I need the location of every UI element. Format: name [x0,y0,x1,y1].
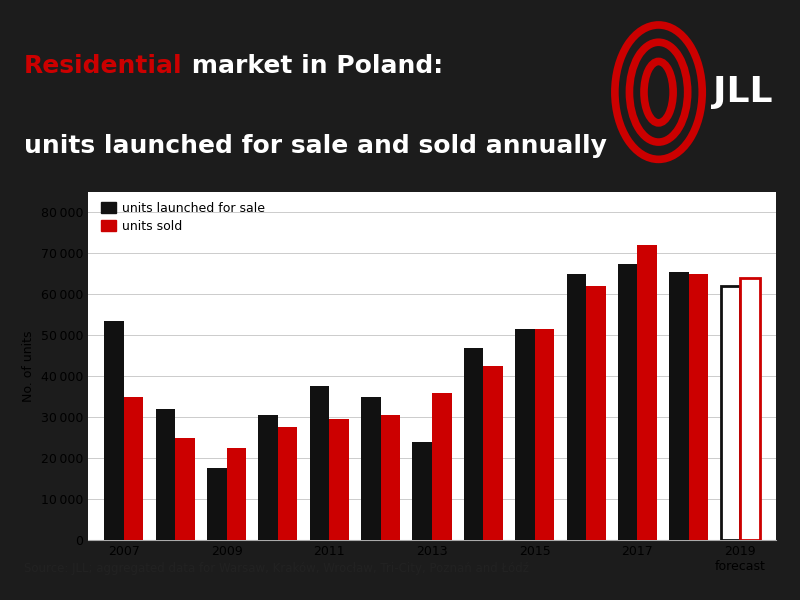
Text: units launched for sale and sold annually: units launched for sale and sold annuall… [24,134,607,158]
Bar [381,415,400,540]
Bar [413,442,432,540]
Bar [432,392,451,540]
Bar [721,286,740,540]
Text: market in Poland:: market in Poland: [182,54,442,78]
Y-axis label: No. of units: No. of units [22,330,35,402]
Bar [566,274,586,540]
Bar [618,263,638,540]
Bar [278,427,298,540]
Bar [258,415,278,540]
Bar [226,448,246,540]
Bar [689,274,708,540]
Text: JLL: JLL [713,75,772,109]
Bar [534,329,554,540]
Bar [638,245,657,540]
Bar [175,437,194,540]
Bar [464,347,483,540]
Text: Residential: Residential [24,54,182,78]
Bar [105,321,124,540]
Bar [124,397,143,540]
Bar [207,469,226,540]
Bar [670,272,689,540]
Bar [740,278,759,540]
Bar [586,286,606,540]
Text: Source: JLL; aggregated data for Warsaw, Kraków, Wrocław, Tri-City, Poznań and Ł: Source: JLL; aggregated data for Warsaw,… [24,562,529,575]
Bar [361,397,381,540]
Bar [310,386,330,540]
Bar [330,419,349,540]
Bar [483,366,503,540]
Bar [156,409,175,540]
Legend: units launched for sale, units sold: units launched for sale, units sold [101,202,266,233]
Bar [515,329,534,540]
